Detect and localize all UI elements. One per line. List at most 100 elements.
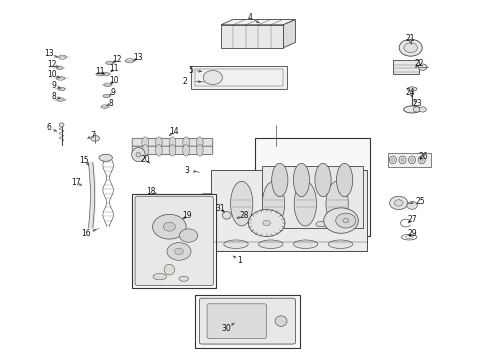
Text: 12: 12 [113, 55, 122, 64]
Ellipse shape [183, 137, 190, 148]
FancyBboxPatch shape [199, 298, 295, 344]
Ellipse shape [104, 83, 112, 86]
Ellipse shape [392, 158, 394, 161]
Ellipse shape [324, 208, 358, 233]
Ellipse shape [275, 316, 287, 327]
Ellipse shape [59, 55, 66, 59]
Ellipse shape [315, 163, 331, 197]
Text: 14: 14 [169, 127, 179, 136]
Text: 15: 15 [79, 156, 89, 165]
Bar [209, 237, 368, 251]
Text: 31: 31 [215, 204, 225, 213]
Text: 29: 29 [407, 229, 417, 238]
Text: 9: 9 [51, 81, 56, 90]
Ellipse shape [272, 163, 288, 197]
Text: 7: 7 [90, 131, 95, 140]
Ellipse shape [231, 181, 253, 226]
Ellipse shape [103, 94, 110, 98]
Ellipse shape [294, 181, 317, 226]
Text: 11: 11 [110, 64, 119, 73]
Text: 20: 20 [140, 155, 150, 164]
Text: 3: 3 [184, 166, 189, 175]
Polygon shape [221, 19, 295, 25]
Ellipse shape [132, 148, 145, 162]
Text: 12: 12 [47, 60, 57, 69]
Ellipse shape [326, 181, 348, 226]
Text: 9: 9 [111, 88, 115, 97]
Ellipse shape [294, 240, 318, 248]
Ellipse shape [136, 152, 141, 157]
Text: 4: 4 [247, 13, 252, 22]
Ellipse shape [106, 61, 113, 65]
Ellipse shape [203, 71, 222, 85]
Ellipse shape [263, 220, 270, 226]
Text: 2: 2 [183, 77, 187, 86]
FancyBboxPatch shape [132, 138, 213, 147]
Ellipse shape [262, 181, 285, 226]
Ellipse shape [399, 39, 422, 56]
Ellipse shape [56, 66, 63, 69]
Text: 8: 8 [51, 91, 56, 100]
Ellipse shape [196, 145, 203, 156]
Ellipse shape [56, 77, 65, 80]
Ellipse shape [390, 196, 408, 210]
Text: 13: 13 [134, 53, 143, 62]
Text: 5: 5 [189, 66, 194, 75]
Ellipse shape [125, 59, 134, 63]
Text: 11: 11 [95, 67, 105, 76]
Ellipse shape [152, 215, 186, 239]
Text: 10: 10 [47, 70, 57, 79]
Ellipse shape [91, 136, 99, 141]
Ellipse shape [164, 264, 174, 275]
Ellipse shape [420, 158, 423, 161]
Text: 22: 22 [414, 59, 423, 68]
Polygon shape [221, 25, 283, 48]
Ellipse shape [155, 145, 162, 156]
Ellipse shape [153, 274, 167, 280]
Ellipse shape [413, 107, 420, 112]
Text: 24: 24 [406, 88, 416, 97]
Ellipse shape [179, 229, 197, 242]
Polygon shape [283, 19, 295, 48]
Ellipse shape [179, 276, 189, 281]
Ellipse shape [401, 158, 404, 161]
Ellipse shape [142, 137, 148, 148]
Text: 21: 21 [406, 34, 416, 43]
Ellipse shape [102, 72, 110, 76]
Text: 27: 27 [407, 215, 417, 224]
Ellipse shape [248, 210, 285, 237]
Text: 25: 25 [416, 197, 425, 206]
Ellipse shape [343, 219, 349, 223]
Bar [388, 153, 431, 167]
Text: 17: 17 [71, 178, 81, 187]
Ellipse shape [57, 98, 65, 101]
Ellipse shape [404, 43, 417, 53]
Ellipse shape [224, 240, 248, 248]
Ellipse shape [328, 240, 353, 248]
Text: 26: 26 [419, 152, 428, 161]
Ellipse shape [169, 137, 176, 148]
Ellipse shape [59, 123, 64, 127]
Ellipse shape [183, 145, 190, 156]
Bar [132, 194, 216, 288]
Ellipse shape [407, 202, 417, 209]
Ellipse shape [336, 213, 356, 228]
Text: 30: 30 [222, 324, 232, 333]
Ellipse shape [418, 156, 425, 164]
Bar [262, 166, 363, 228]
Ellipse shape [399, 156, 406, 164]
Ellipse shape [167, 243, 191, 260]
Text: 16: 16 [81, 229, 90, 238]
Bar [255, 138, 370, 237]
Ellipse shape [163, 222, 175, 231]
Ellipse shape [337, 163, 353, 197]
Ellipse shape [169, 145, 176, 156]
Bar [195, 69, 283, 86]
Ellipse shape [294, 163, 310, 197]
Ellipse shape [418, 64, 427, 70]
Ellipse shape [407, 87, 417, 91]
Text: 18: 18 [147, 187, 156, 196]
Bar [211, 170, 368, 251]
Ellipse shape [411, 158, 414, 161]
Ellipse shape [142, 145, 148, 156]
